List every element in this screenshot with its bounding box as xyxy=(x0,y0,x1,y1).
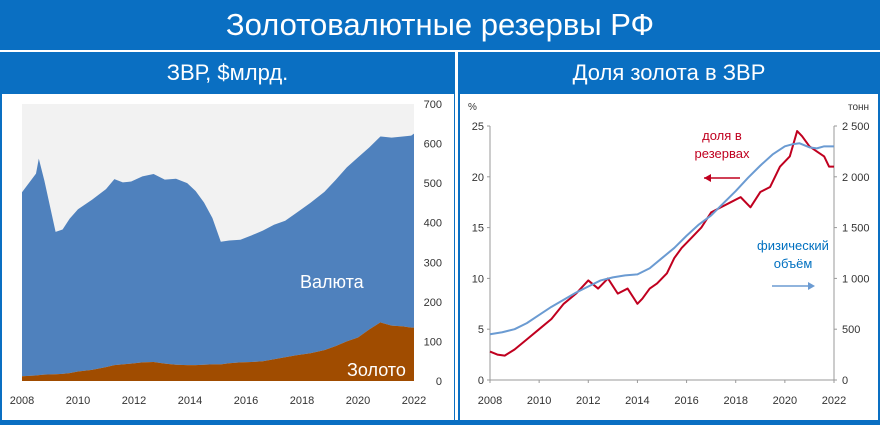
y-tick-label: 500 xyxy=(424,178,442,190)
x-tick-label: 2014 xyxy=(178,395,202,407)
series-line-gold-share xyxy=(489,130,834,357)
annotation-currency: Валюта xyxy=(300,272,365,292)
y-left-tick-label: 0 xyxy=(478,375,484,387)
y-tick-label: 0 xyxy=(436,376,442,388)
y-right-axis-label: тонн xyxy=(848,102,869,113)
x-tick-label: 2012 xyxy=(576,395,600,407)
annotation-share-line2: резервах xyxy=(695,146,750,161)
y-left-tick-label: 10 xyxy=(472,273,484,285)
y-left-tick-label: 5 xyxy=(478,324,484,336)
series-line-physical-volume xyxy=(489,142,834,336)
y-left-tick-label: 15 xyxy=(472,223,484,235)
x-tick-label: 2016 xyxy=(234,395,258,407)
x-tick-label: 2018 xyxy=(290,395,314,407)
x-tick-label: 2018 xyxy=(723,395,747,407)
x-tick-label: 2012 xyxy=(122,395,146,407)
reserves-chart-panel: 0 100 200 300 400 500 600 700 2008 2010 2012 2014 20… xyxy=(2,94,454,420)
y-right-tick-label: 2 000 xyxy=(842,172,870,184)
annotation-volume-arrowhead xyxy=(808,282,815,290)
x-tick-label: 2022 xyxy=(402,395,426,407)
x-tick-label: 2022 xyxy=(822,395,846,407)
annotation-volume-line1: физический xyxy=(757,238,829,253)
annotation-volume-line2: объём xyxy=(774,256,813,271)
y-left-axis-label: % xyxy=(468,102,477,113)
x-tick-label: 2014 xyxy=(625,395,649,407)
annotation-share-arrowhead xyxy=(704,174,711,182)
gold-share-chart-panel: 0 5 10 15 20 25 0 500 1 000 1 500 2 000 2 500% тонн 2… xyxy=(460,94,878,420)
x-tick-label: 2020 xyxy=(346,395,370,407)
y-right-tick-label: 0 xyxy=(842,375,848,387)
series-area-gold xyxy=(22,322,414,381)
y-tick-label: 400 xyxy=(424,218,442,230)
y-left-tick-label: 20 xyxy=(472,172,484,184)
y-left-tick-label: 25 xyxy=(472,121,484,133)
x-tick-label: 2010 xyxy=(66,395,90,407)
y-right-tick-label: 1 000 xyxy=(842,273,870,285)
series-area-currency xyxy=(22,133,414,377)
annotation-share-line1: доля в xyxy=(702,128,742,143)
x-tick-label: 2010 xyxy=(527,395,551,407)
y-tick-label: 700 xyxy=(424,99,442,111)
panel-divider xyxy=(455,52,458,420)
title-separator xyxy=(0,50,880,52)
x-tick-label: 2016 xyxy=(674,395,698,407)
y-right-tick-label: 500 xyxy=(842,324,860,336)
left-chart-title: ЗВР, $млрд. xyxy=(0,52,455,94)
page-title: Золотовалютные резервы РФ xyxy=(0,0,880,50)
gold-share-line-chart: 0 5 10 15 20 25 0 500 1 000 1 500 2 000 2 500% тонн 2… xyxy=(468,102,870,407)
annotation-gold: Золото xyxy=(347,360,406,380)
y-tick-label: 600 xyxy=(424,139,442,151)
y-right-tick-label: 1 500 xyxy=(842,223,870,235)
y-tick-label: 300 xyxy=(424,257,442,269)
x-tick-label: 2020 xyxy=(773,395,797,407)
y-tick-label: 200 xyxy=(424,297,442,309)
y-right-tick-label: 2 500 xyxy=(842,121,870,133)
x-tick-label: 2008 xyxy=(478,395,502,407)
x-tick-label: 2008 xyxy=(10,395,34,407)
reserves-area-chart: 0 100 200 300 400 500 600 700 2008 2010 2012 2014 20… xyxy=(10,99,442,407)
y-tick-label: 100 xyxy=(424,336,442,348)
right-chart-title: Доля золота в ЗВР xyxy=(458,52,880,94)
